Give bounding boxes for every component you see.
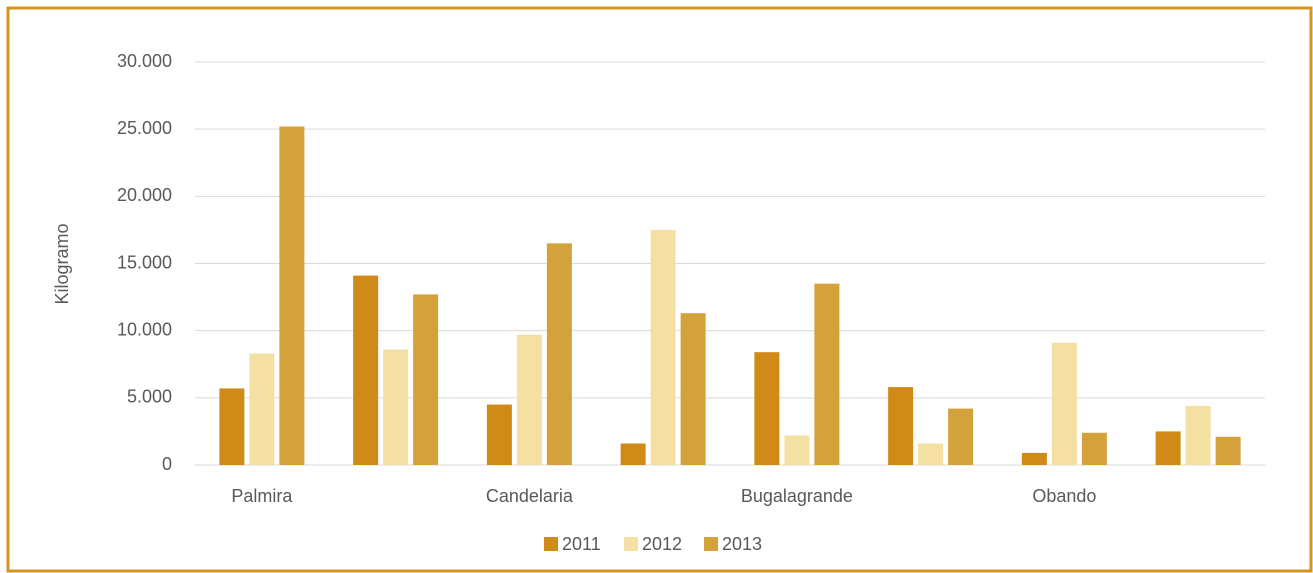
x-tick-label: Bugalagrande bbox=[741, 486, 853, 506]
bar bbox=[948, 408, 974, 465]
y-tick-label: 15.000 bbox=[117, 252, 172, 272]
bar bbox=[516, 334, 542, 465]
legend-swatch bbox=[704, 537, 718, 551]
bar bbox=[888, 387, 914, 465]
bar bbox=[784, 435, 810, 465]
bar bbox=[413, 294, 439, 465]
bar bbox=[546, 243, 572, 465]
bar bbox=[1155, 431, 1181, 465]
y-tick-label: 5.000 bbox=[127, 387, 172, 407]
y-tick-label: 20.000 bbox=[117, 185, 172, 205]
x-tick-label: Candelaria bbox=[486, 486, 574, 506]
bar bbox=[1185, 405, 1211, 465]
bar bbox=[918, 443, 944, 465]
y-tick-label: 0 bbox=[162, 454, 172, 474]
x-tick-label: Obando bbox=[1032, 486, 1096, 506]
bar bbox=[486, 404, 512, 465]
y-axis-label: Kilogramo bbox=[52, 223, 72, 304]
bar bbox=[1081, 432, 1107, 465]
bar bbox=[620, 443, 646, 465]
bar bbox=[814, 283, 840, 465]
y-tick-label: 10.000 bbox=[117, 319, 172, 339]
bar bbox=[279, 126, 305, 465]
bar bbox=[1215, 436, 1241, 465]
legend-swatch bbox=[544, 537, 558, 551]
y-tick-label: 30.000 bbox=[117, 51, 172, 71]
y-tick-label: 25.000 bbox=[117, 118, 172, 138]
bar bbox=[680, 313, 706, 465]
bar bbox=[383, 349, 409, 465]
bar bbox=[1021, 452, 1047, 465]
legend-label: 2012 bbox=[642, 534, 682, 554]
bar bbox=[754, 352, 780, 465]
legend-label: 2011 bbox=[562, 534, 601, 554]
bar bbox=[650, 229, 676, 465]
legend-label: 2013 bbox=[722, 534, 762, 554]
legend-swatch bbox=[624, 537, 638, 551]
bar bbox=[353, 275, 379, 465]
bar bbox=[1051, 342, 1077, 465]
bar bbox=[249, 353, 275, 465]
bar bbox=[219, 388, 245, 465]
x-tick-label: Palmira bbox=[231, 486, 293, 506]
